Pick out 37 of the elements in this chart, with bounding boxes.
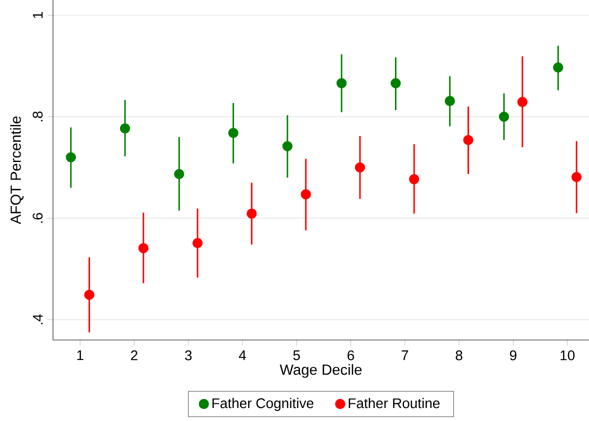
y-tick-label: .4 bbox=[32, 314, 43, 324]
point bbox=[246, 208, 257, 219]
y-tick-label: .6 bbox=[32, 212, 43, 223]
point bbox=[498, 112, 510, 122]
x-tick-label: 8 bbox=[456, 350, 462, 360]
legend-label: Father Routine bbox=[348, 398, 440, 408]
legend-label: Father Cognitive bbox=[212, 398, 314, 411]
x-axis-title: Wage Decile bbox=[280, 364, 362, 378]
point bbox=[192, 238, 203, 248]
point bbox=[409, 174, 420, 184]
point bbox=[66, 152, 76, 162]
point bbox=[463, 134, 474, 146]
x-tick-label: 7 bbox=[402, 350, 408, 360]
x-tick-label: 5 bbox=[293, 350, 300, 360]
point bbox=[120, 123, 130, 134]
y-tick-label: 1 bbox=[32, 12, 43, 18]
point bbox=[517, 96, 528, 108]
y-axis-title: AFQT Percentile bbox=[10, 116, 24, 224]
point bbox=[174, 168, 184, 180]
y-tick-label: .8 bbox=[32, 111, 43, 122]
x-tick-label: 1 bbox=[77, 350, 84, 360]
point bbox=[553, 62, 564, 73]
point bbox=[444, 96, 455, 106]
x-tick-label: 4 bbox=[238, 350, 246, 360]
point bbox=[84, 290, 94, 300]
point bbox=[138, 243, 148, 254]
point bbox=[354, 162, 366, 173]
point bbox=[336, 78, 347, 88]
x-tick-label: 10 bbox=[560, 350, 575, 360]
point bbox=[228, 128, 238, 138]
point bbox=[282, 141, 292, 152]
point bbox=[300, 189, 311, 200]
x-tick-label: 6 bbox=[348, 350, 354, 360]
point bbox=[390, 78, 401, 88]
x-tick-label: 2 bbox=[131, 350, 138, 360]
x-tick-label: 3 bbox=[184, 350, 192, 360]
x-tick-label: 9 bbox=[510, 350, 516, 360]
